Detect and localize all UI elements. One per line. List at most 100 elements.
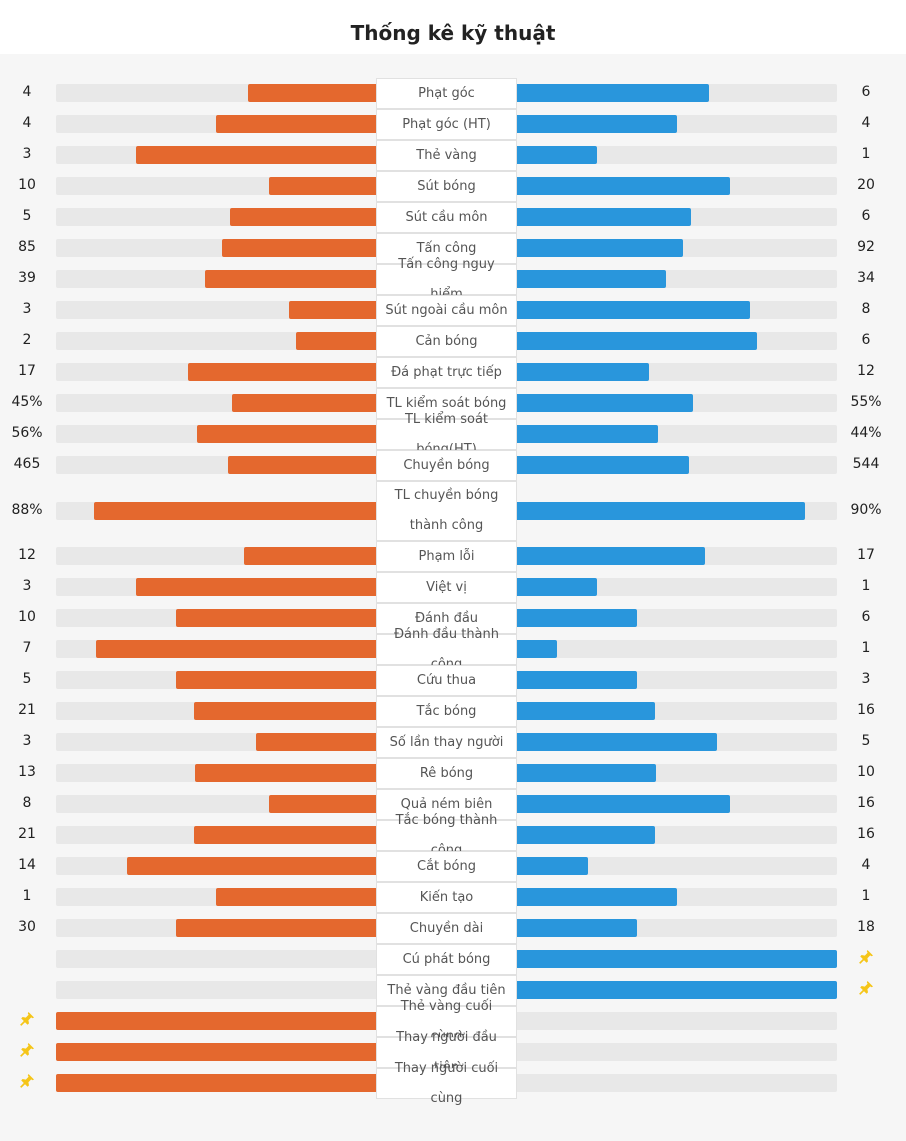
stat-label: Chuyền bóng [376, 450, 517, 481]
away-value: 16 [857, 826, 875, 842]
away-bar [517, 239, 683, 257]
home-bar [269, 795, 376, 813]
home-value: 30 [18, 919, 36, 935]
stat-row: Thẻ vàng đầu tiên [0, 975, 906, 1006]
stat-label: TL kiểm soát bóng [376, 388, 517, 419]
away-bar [517, 795, 730, 813]
away-value: 1 [861, 578, 871, 594]
stat-label: Cắt bóng [376, 851, 517, 882]
home-bar [230, 208, 376, 226]
stat-row: Sút bóng 10 20 [0, 171, 906, 202]
stat-row: Tắc bóng thành công 21 16 [0, 813, 906, 858]
away-bar [517, 702, 655, 720]
pin-icon [858, 980, 874, 996]
away-bar [517, 671, 637, 689]
home-value: 3 [22, 578, 32, 594]
away-value: 6 [861, 208, 871, 224]
away-value: 44% [850, 425, 882, 441]
away-value: 6 [861, 609, 871, 625]
away-value: 17 [857, 547, 875, 563]
stat-label: Tấn công [376, 233, 517, 264]
stat-row: Thẻ vàng cuối cùng [0, 999, 906, 1044]
away-value: 5 [861, 733, 871, 749]
away-value: 544 [852, 456, 880, 472]
pin-icon [19, 1073, 35, 1089]
stat-row: Đá phạt trực tiếp 17 12 [0, 357, 906, 388]
away-bar [517, 888, 677, 906]
stat-label: Cứu thua [376, 665, 517, 696]
home-value: 4 [22, 84, 32, 100]
stat-row: Cú phát bóng [0, 944, 906, 975]
stat-label: Đánh đầu [376, 603, 517, 634]
home-bar [56, 1012, 376, 1030]
home-value: 21 [18, 702, 36, 718]
stat-row: Đánh đầu 10 6 [0, 603, 906, 634]
away-bar [517, 609, 637, 627]
away-value: 16 [857, 795, 875, 811]
away-value: 90% [850, 502, 882, 518]
home-bar [94, 502, 376, 520]
home-value: 465 [13, 456, 41, 472]
away-value: 1 [861, 146, 871, 162]
away-bar [517, 919, 637, 937]
stat-row: Sút ngoài cầu môn 3 8 [0, 295, 906, 326]
home-value: 39 [18, 270, 36, 286]
stat-row: Cứu thua 5 3 [0, 665, 906, 696]
stat-row: Số lần thay người 3 5 [0, 727, 906, 758]
home-value: 14 [18, 857, 36, 873]
home-value: 7 [22, 640, 32, 656]
away-bar [517, 764, 656, 782]
stat-label: Việt vị [376, 572, 517, 603]
away-value: 18 [857, 919, 875, 935]
home-value: 13 [18, 764, 36, 780]
away-value: 55% [850, 394, 882, 410]
home-value: 85 [18, 239, 36, 255]
away-bar [517, 177, 730, 195]
away-bar [517, 456, 689, 474]
home-bar [176, 609, 376, 627]
stat-label: Thay người cuối cùng [376, 1061, 517, 1106]
away-value: 6 [861, 332, 871, 348]
away-bar [517, 857, 588, 875]
away-bar [517, 115, 677, 133]
away-value: 1 [861, 640, 871, 656]
home-bar [216, 115, 376, 133]
stats-panel: Phạt góc 4 6 Phạt góc (HT) 4 4 Thẻ vàng 3 1 Sút b… [0, 54, 906, 1141]
home-value: 5 [22, 208, 32, 224]
home-bar [136, 146, 376, 164]
stat-label: Phạt góc (HT) [376, 109, 517, 140]
away-value: 8 [861, 301, 871, 317]
home-bar [256, 733, 376, 751]
stat-row: Kiến tạo 1 1 [0, 882, 906, 913]
stat-label: Sút bóng [376, 171, 517, 202]
stat-row: Cản bóng 2 6 [0, 326, 906, 357]
home-bar [269, 177, 376, 195]
home-bar [248, 84, 376, 102]
home-value: 5 [22, 671, 32, 687]
stat-label: Quả ném biên [376, 789, 517, 820]
stat-row: Thẻ vàng 3 1 [0, 140, 906, 171]
away-value: 34 [857, 270, 875, 286]
home-bar [176, 919, 376, 937]
stat-row: Thay người cuối cùng [0, 1061, 906, 1106]
stat-label: Số lần thay người [376, 727, 517, 758]
home-value: 3 [22, 301, 32, 317]
home-bar [244, 547, 376, 565]
home-bar [232, 394, 376, 412]
away-bar [517, 733, 717, 751]
away-value: 10 [857, 764, 875, 780]
home-bar [228, 456, 376, 474]
stat-row: Phạm lỗi 12 17 [0, 541, 906, 572]
stat-label: Sút ngoài cầu môn [376, 295, 517, 326]
away-value: 1 [861, 888, 871, 904]
home-bar [96, 640, 376, 658]
stat-label: Sút cầu môn [376, 202, 517, 233]
home-value: 4 [22, 115, 32, 131]
away-bar [517, 363, 649, 381]
stat-label: Phạt góc [376, 78, 517, 109]
away-value: 4 [861, 857, 871, 873]
stat-label: Tắc bóng thành công [376, 813, 517, 858]
stat-row: Cắt bóng 14 4 [0, 851, 906, 882]
stat-label: Tấn công nguy hiểm [376, 257, 517, 302]
stat-row: TL kiểm soát bóng 45% 55% [0, 388, 906, 419]
